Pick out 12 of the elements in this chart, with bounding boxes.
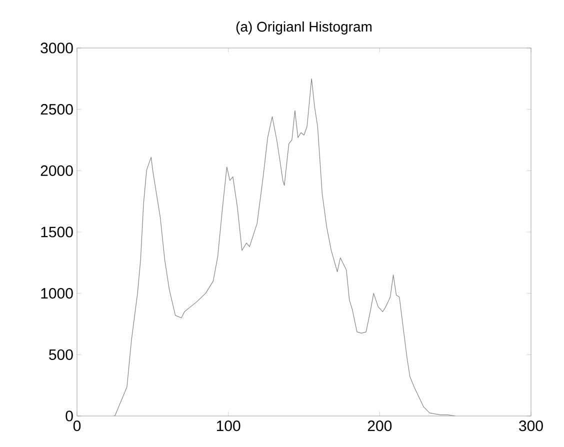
y-tick-label: 1000 [41,288,73,299]
x-tick-label: 300 [519,420,543,432]
chart-title: (a) Origianl Histogram [236,21,372,34]
x-tick-label: 0 [73,420,81,432]
y-tick-label: 0 [66,410,73,422]
y-tick-label: 500 [49,349,73,360]
y-tick-label: 2000 [40,165,73,176]
y-tick-label: 3000 [40,42,73,54]
x-tick-label: 200 [368,420,392,432]
y-tick-label: 1500 [41,226,73,238]
x-tick-label: 100 [216,420,240,432]
y-tick-label: 2500 [40,104,73,115]
